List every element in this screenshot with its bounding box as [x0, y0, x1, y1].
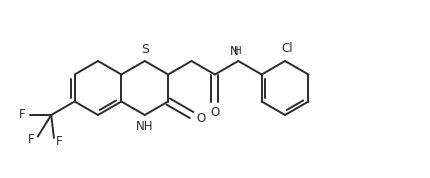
Text: F: F — [19, 109, 26, 122]
Text: Cl: Cl — [281, 42, 293, 55]
Text: O: O — [197, 111, 206, 124]
Text: O: O — [210, 106, 220, 119]
Text: H: H — [234, 46, 242, 56]
Text: F: F — [28, 133, 35, 146]
Text: NH: NH — [136, 120, 154, 133]
Text: N: N — [230, 45, 239, 58]
Text: S: S — [141, 43, 149, 56]
Text: F: F — [56, 135, 62, 148]
